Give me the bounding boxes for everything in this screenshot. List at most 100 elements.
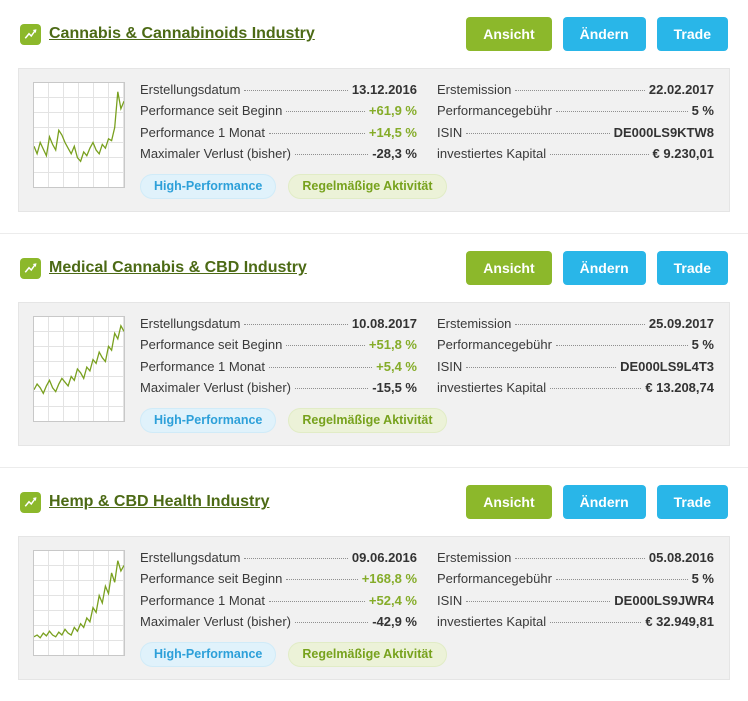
row-value: -42,9 % (372, 613, 417, 629)
dotted-leader (244, 90, 348, 91)
high-performance-badge: High-Performance (140, 642, 277, 667)
row-value: € 32.949,81 (645, 613, 714, 629)
dotted-leader (555, 345, 688, 347)
row-value: € 13.208,74 (645, 379, 714, 395)
info-row: Erstemission 22.02.2017 (437, 82, 714, 98)
portfolio-title[interactable]: Hemp & CBD Health Industry (49, 493, 270, 510)
chart-trend-icon (20, 491, 41, 513)
badges-row: High-Performance Regelmäßige Aktivität (140, 174, 447, 199)
sparkline-chart (33, 316, 125, 422)
card-header: Medical Cannabis & CBD Industry Ansicht … (20, 251, 728, 285)
trade-button[interactable]: Trade (656, 485, 728, 519)
regular-activity-badge: Regelmäßige Aktivität (288, 174, 447, 199)
dotted-leader (555, 111, 688, 113)
dotted-leader (550, 387, 642, 389)
row-label: ISIN (437, 592, 463, 608)
dotted-leader (466, 132, 610, 134)
details-columns: Erstellungsdatum 13.12.2016 Performance … (140, 82, 714, 199)
row-value: +5,4 % (376, 358, 417, 374)
row-value: +52,4 % (368, 592, 417, 608)
portfolio-details-box: Erstellungsdatum 10.08.2017 Performance … (18, 302, 730, 446)
row-value: 13.12.2016 (351, 82, 417, 97)
details-right-column: Erstemission 22.02.2017 Performancegebüh… (437, 82, 714, 199)
chart-trend-icon-svg (24, 28, 37, 39)
row-value: DE000LS9L4T3 (620, 358, 714, 374)
sparkline-svg (34, 324, 124, 395)
ansicht-button[interactable]: Ansicht (466, 17, 552, 51)
regular-activity-badge: Regelmäßige Aktivität (288, 408, 447, 433)
aendern-button[interactable]: Ändern (562, 485, 646, 519)
info-row: Performancegebühr 5 % (437, 571, 714, 587)
row-label: Performance seit Beginn (140, 103, 283, 119)
details-columns: Erstellungsdatum 10.08.2017 Performance … (140, 316, 714, 433)
info-row: ISIN DE000LS9JWR4 (437, 593, 714, 609)
ansicht-button[interactable]: Ansicht (466, 485, 552, 519)
info-row: Maximaler Verlust (bisher) -28,3 % (140, 146, 417, 162)
row-value: 22.02.2017 (648, 82, 714, 97)
portfolio-title-link[interactable]: Hemp & CBD Health Industry (20, 491, 270, 513)
dotted-leader (244, 558, 348, 559)
row-value: +14,5 % (368, 124, 417, 140)
info-row: investiertes Kapital € 13.208,74 (437, 380, 714, 396)
card-actions: Ansicht Ändern Trade (466, 17, 728, 51)
aendern-button[interactable]: Ändern (562, 17, 646, 51)
trade-button[interactable]: Trade (656, 251, 728, 285)
row-value: 10.08.2017 (351, 316, 417, 331)
row-label: ISIN (437, 124, 463, 140)
trade-button[interactable]: Trade (656, 17, 728, 51)
row-value: +51,8 % (368, 337, 417, 353)
row-label: Erstemission (437, 550, 512, 565)
portfolio-title[interactable]: Cannabis & Cannabinoids Industry (49, 25, 315, 42)
dotted-leader (269, 132, 365, 134)
info-row: investiertes Kapital € 32.949,81 (437, 614, 714, 630)
row-label: Erstellungsdatum (140, 82, 241, 97)
info-row: Performance seit Beginn +61,9 % (140, 103, 417, 119)
info-row: Erstellungsdatum 09.06.2016 (140, 550, 417, 566)
card-header: Cannabis & Cannabinoids Industry Ansicht… (20, 17, 728, 51)
ansicht-button[interactable]: Ansicht (466, 251, 552, 285)
card-actions: Ansicht Ändern Trade (466, 485, 728, 519)
dotted-leader (555, 579, 688, 581)
info-row: Maximaler Verlust (bisher) -42,9 % (140, 614, 417, 630)
row-label: Performance 1 Monat (140, 358, 266, 374)
row-value: € 9.230,01 (652, 145, 714, 161)
sparkline-svg (34, 91, 124, 163)
portfolio-title[interactable]: Medical Cannabis & CBD Industry (49, 259, 307, 276)
chart-trend-icon-svg (24, 262, 37, 273)
row-value: DE000LS9KTW8 (613, 124, 714, 140)
aendern-button[interactable]: Ändern (562, 251, 646, 285)
row-label: Maximaler Verlust (bisher) (140, 145, 291, 161)
info-row: Erstemission 05.08.2016 (437, 550, 714, 566)
portfolio-title-link[interactable]: Cannabis & Cannabinoids Industry (20, 23, 315, 45)
details-right-column: Erstemission 05.08.2016 Performancegebüh… (437, 550, 714, 667)
dotted-leader (286, 111, 365, 113)
row-value: +168,8 % (361, 571, 417, 587)
details-left-column: Erstellungsdatum 10.08.2017 Performance … (140, 316, 447, 433)
sparkline-svg (34, 560, 124, 639)
row-label: Maximaler Verlust (bisher) (140, 613, 291, 629)
sparkline-chart (33, 82, 125, 188)
dotted-leader (515, 90, 645, 91)
row-label: investiertes Kapital (437, 379, 547, 395)
details-right-column: Erstemission 25.09.2017 Performancegebüh… (437, 316, 714, 433)
sparkline-chart (33, 550, 125, 656)
high-performance-badge: High-Performance (140, 408, 277, 433)
dotted-leader (515, 324, 645, 325)
row-value: 25.09.2017 (648, 316, 714, 331)
row-value: 05.08.2016 (648, 550, 714, 565)
row-value: 5 % (691, 103, 714, 119)
row-value: 5 % (691, 337, 714, 353)
info-row: Maximaler Verlust (bisher) -15,5 % (140, 380, 417, 396)
row-label: Performancegebühr (437, 571, 552, 587)
info-row: Erstellungsdatum 10.08.2017 (140, 316, 417, 332)
regular-activity-badge: Regelmäßige Aktivität (288, 642, 447, 667)
row-value: -15,5 % (372, 379, 417, 395)
card-actions: Ansicht Ändern Trade (466, 251, 728, 285)
portfolio-title-link[interactable]: Medical Cannabis & CBD Industry (20, 257, 307, 279)
high-performance-badge: High-Performance (140, 174, 277, 199)
chart-trend-icon (20, 23, 41, 45)
dotted-leader (269, 600, 365, 602)
info-row: ISIN DE000LS9L4T3 (437, 359, 714, 375)
chart-trend-icon (20, 257, 41, 279)
row-value: +61,9 % (368, 103, 417, 119)
